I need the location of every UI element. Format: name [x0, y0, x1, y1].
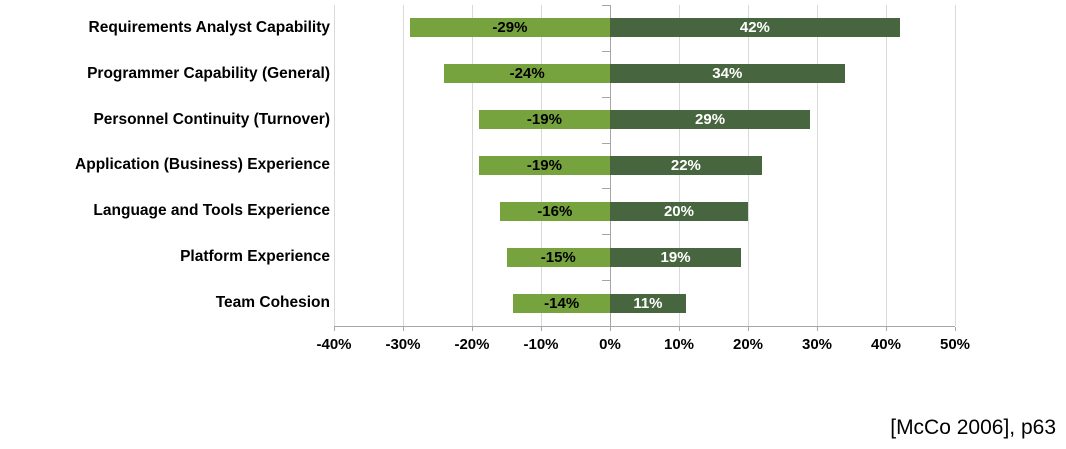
- increase-bar: 20%: [609, 201, 748, 221]
- bar-value-label: -29%: [492, 19, 528, 37]
- x-axis-label: -30%: [385, 336, 421, 353]
- category-label: Requirements Analyst Capability: [88, 18, 330, 36]
- category-label: Programmer Capability (General): [87, 64, 330, 82]
- gridline: [817, 5, 818, 326]
- bar-value-label: -15%: [540, 248, 576, 266]
- bar-value-label: 42%: [739, 19, 770, 37]
- x-axis-label: 20%: [732, 336, 764, 353]
- bar-value-label: -19%: [526, 157, 562, 174]
- increase-bar: 22%: [609, 156, 762, 175]
- citation: [McCo 2006], p63: [890, 416, 1056, 439]
- x-axis-tick: [541, 327, 542, 331]
- x-axis-tick: [402, 327, 404, 331]
- x-axis-label: 10%: [663, 336, 695, 353]
- category-axis-tick: [601, 143, 610, 144]
- bar-value-label: 29%: [695, 111, 726, 129]
- decrease-bar: -14%: [513, 293, 610, 313]
- gridline: [955, 5, 956, 326]
- bar-value-label: 19%: [660, 248, 691, 266]
- decrease-bar: -15%: [506, 247, 610, 267]
- category-axis-tick: [601, 97, 610, 98]
- category-label: Team Cohesion: [215, 294, 330, 312]
- category-labels-layer: Requirements Analyst Capability Programme…: [0, 0, 330, 449]
- x-axis-tick: [679, 327, 680, 331]
- x-axis-label: 0%: [599, 336, 621, 353]
- category-label: Application (Business) Experience: [75, 156, 330, 174]
- category-axis-tick: [601, 5, 610, 6]
- x-axis-tick: [748, 327, 749, 331]
- category-label: Platform Experience: [180, 248, 330, 266]
- gridline: [471, 5, 473, 326]
- bar-value-label: -19%: [526, 111, 562, 129]
- bar-value-label: -24%: [509, 65, 545, 83]
- x-axis-tick: [817, 327, 818, 331]
- increase-bar: 29%: [609, 110, 811, 130]
- category-label: Language and Tools Experience: [93, 202, 330, 220]
- bar-value-label: 34%: [712, 65, 743, 83]
- bar-value-label: 11%: [633, 294, 663, 312]
- x-axis-tick: [471, 327, 473, 331]
- increase-bar: 42%: [609, 18, 900, 38]
- increase-bar: 34%: [609, 64, 845, 84]
- increase-bar: 11%: [609, 293, 686, 313]
- x-axis-label: 50%: [939, 336, 971, 353]
- category-label: Personnel Continuity (Turnover): [93, 110, 330, 128]
- x-axis-label: -40%: [316, 336, 352, 353]
- decrease-bar: -19%: [478, 110, 610, 130]
- plot-area: -29% 42% -24% 34% -19% 29% -19% 22% -16% 20% -15% 1…: [334, 5, 956, 331]
- increase-bar: 19%: [609, 247, 742, 267]
- x-axis-label: 40%: [870, 336, 901, 353]
- gridline: [885, 5, 887, 326]
- decrease-bar: -16%: [499, 201, 610, 221]
- x-axis: -40% -30% -20% -10% 0% 10% 20% 30% 40% 50%: [316, 336, 970, 356]
- category-axis-tick: [601, 51, 610, 52]
- category-axis-tick: [601, 188, 610, 189]
- category-axis-tick: [601, 326, 610, 327]
- category-axis-tick: [601, 234, 610, 235]
- decrease-bar: -29%: [409, 18, 610, 38]
- x-axis-tick: [955, 327, 956, 331]
- bar-value-label: 20%: [663, 202, 694, 220]
- x-axis-tick: [334, 327, 335, 331]
- bar-value-label: 22%: [670, 157, 701, 174]
- x-axis-label: -20%: [454, 336, 490, 353]
- bar-value-label: -16%: [537, 202, 573, 220]
- x-axis-tick: [609, 327, 611, 331]
- category-axis-tick: [601, 280, 610, 281]
- decrease-bar: -24%: [444, 64, 610, 84]
- x-axis-tick: [885, 327, 887, 331]
- decrease-bar: -19%: [478, 156, 610, 175]
- bar-value-label: -14%: [544, 294, 580, 312]
- gridline: [334, 5, 335, 326]
- x-axis-label: 30%: [801, 336, 833, 353]
- x-axis-label: -10%: [523, 336, 559, 353]
- gridline: [402, 5, 404, 326]
